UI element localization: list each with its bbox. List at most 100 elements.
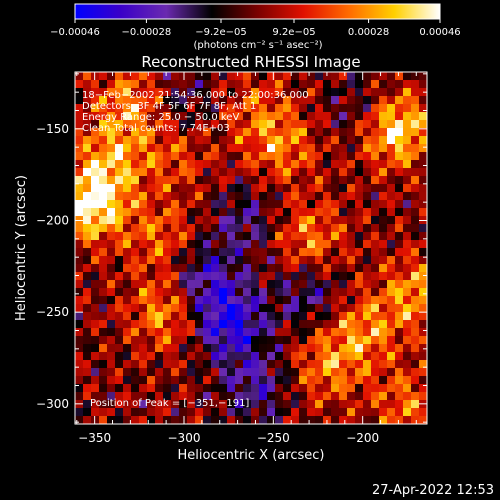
heatmap-cell <box>155 376 164 385</box>
x-axis-ticks: −350 −300 −250 −200 <box>76 72 417 445</box>
heatmap-cell <box>147 200 156 209</box>
heatmap-cell <box>355 288 364 297</box>
heatmap-cell <box>147 120 156 129</box>
heatmap-cell <box>283 328 292 337</box>
heatmap-cell <box>371 72 380 81</box>
heatmap-cell <box>251 352 260 361</box>
heatmap-cell <box>283 240 292 249</box>
heatmap-cell <box>219 136 228 145</box>
heatmap-cell <box>299 216 308 225</box>
x-tick-label: −350 <box>78 431 111 445</box>
heatmap-cell <box>299 136 308 145</box>
heatmap-cell <box>211 208 220 217</box>
heatmap-cell <box>395 416 404 424</box>
heatmap-cell <box>291 392 300 401</box>
heatmap-cell <box>419 232 427 241</box>
heatmap-cell <box>299 192 308 201</box>
heatmap-cell <box>307 240 316 249</box>
heatmap-cell <box>139 104 148 113</box>
heatmap-cell <box>171 328 180 337</box>
heatmap-cell <box>211 344 220 353</box>
heatmap-cell <box>251 88 260 97</box>
heatmap-cell <box>107 272 116 281</box>
heatmap-cell <box>171 216 180 225</box>
heatmap-cell <box>139 280 148 289</box>
heatmap-cell <box>395 112 404 121</box>
heatmap-cell <box>355 248 364 257</box>
heatmap-cell <box>267 272 276 281</box>
heatmap-cell <box>275 416 284 424</box>
heatmap-cell <box>315 360 324 369</box>
heatmap-cell <box>379 104 388 113</box>
heatmap-cell <box>99 360 108 369</box>
heatmap-cell <box>131 248 140 257</box>
y-tick-label: −150 <box>36 122 69 136</box>
heatmap-cell <box>283 128 292 137</box>
heatmap-cell <box>379 112 388 121</box>
heatmap-cell <box>387 72 396 81</box>
heatmap-cell <box>211 296 220 305</box>
heatmap-cell <box>83 224 92 233</box>
heatmap-cell <box>195 224 204 233</box>
heatmap-cell <box>419 192 427 201</box>
heatmap-cell <box>155 96 164 105</box>
heatmap-cell <box>163 184 172 193</box>
heatmap-cell <box>355 152 364 161</box>
heatmap-cell <box>315 88 324 97</box>
heatmap-cell <box>419 408 427 417</box>
heatmap-cell <box>147 256 156 265</box>
heatmap-cell <box>83 368 92 377</box>
heatmap-cell <box>131 264 140 273</box>
heatmap-cell <box>419 328 427 337</box>
heatmap-cell <box>347 96 356 105</box>
heatmap-cell <box>227 176 236 185</box>
heatmap-cell <box>219 256 228 265</box>
heatmap-cell <box>251 152 260 161</box>
heatmap-cell <box>339 216 348 225</box>
heatmap-cell <box>315 344 324 353</box>
heatmap-cell <box>267 80 276 89</box>
heatmap-cell <box>283 200 292 209</box>
heatmap-cell <box>387 240 396 249</box>
heatmap-cell <box>139 328 148 337</box>
heatmap-cell <box>371 96 380 105</box>
heatmap-cell <box>99 368 108 377</box>
annotation-energy: Energy Range: 25.0 − 50.0 keV <box>82 112 239 123</box>
heatmap-cell <box>235 96 244 105</box>
heatmap-cell <box>115 232 124 241</box>
heatmap-cell <box>75 408 84 417</box>
heatmap-cell <box>115 208 124 217</box>
heatmap-cell <box>419 184 427 193</box>
heatmap-cell <box>275 120 284 129</box>
heatmap-cell <box>291 160 300 169</box>
heatmap-cell <box>123 272 132 281</box>
heatmap-cell <box>275 216 284 225</box>
heatmap-cell <box>355 160 364 169</box>
heatmap-cell <box>75 312 84 321</box>
heatmap-cell <box>331 88 340 97</box>
heatmap-cell <box>115 192 124 201</box>
heatmap-cell <box>203 72 212 81</box>
heatmap-cell <box>75 264 84 273</box>
heatmap-cell <box>155 288 164 297</box>
heatmap-cell <box>259 248 268 257</box>
heatmap-cell <box>347 272 356 281</box>
heatmap-cell <box>403 88 412 97</box>
heatmap-cell <box>243 144 252 153</box>
heatmap-cell <box>283 248 292 257</box>
heatmap-cell <box>123 280 132 289</box>
heatmap-cell <box>219 312 228 321</box>
heatmap-cell <box>227 280 236 289</box>
heatmap-cell <box>195 128 204 137</box>
heatmap-cell <box>155 136 164 145</box>
heatmap-cell <box>347 304 356 313</box>
heatmap-cell <box>91 208 100 217</box>
heatmap-cell <box>187 352 196 361</box>
heatmap-cell <box>227 296 236 305</box>
heatmap-cell <box>355 120 364 129</box>
heatmap-cell <box>283 144 292 153</box>
colorbar-tick-label: 0.00028 <box>348 27 389 38</box>
heatmap-cell <box>131 152 140 161</box>
heatmap-cell <box>211 72 220 81</box>
heatmap-cell <box>267 376 276 385</box>
